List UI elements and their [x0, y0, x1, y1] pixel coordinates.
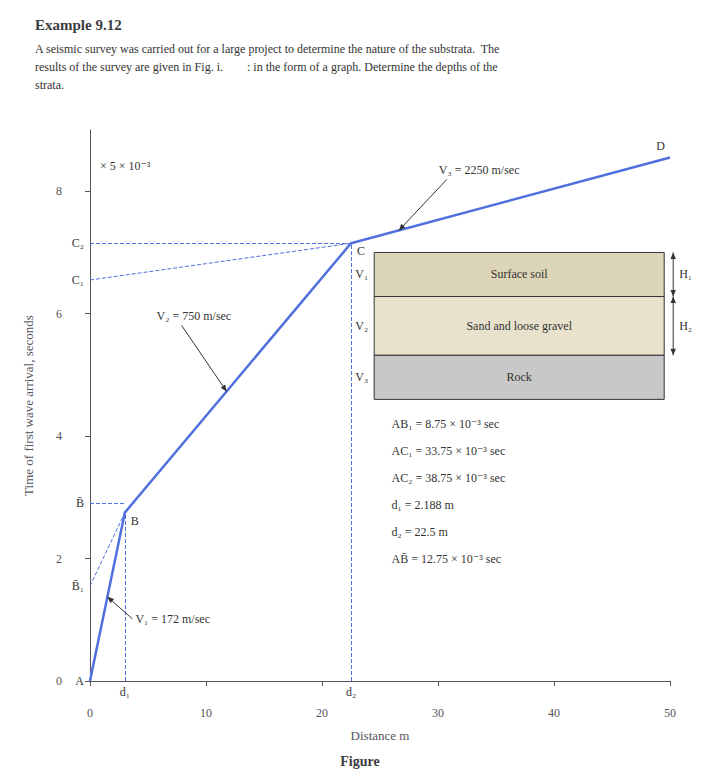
svg-text:d₁ = 2.188 m: d₁ = 2.188 m	[392, 498, 455, 512]
svg-text:AC₂ = 38.75 × 10⁻³ sec: AC₂ = 38.75 × 10⁻³ sec	[392, 471, 506, 485]
svg-text:× 5 × 10⁻³: × 5 × 10⁻³	[100, 159, 151, 173]
svg-text:C₁: C₁	[72, 273, 84, 287]
svg-text:Time of first wave arrival, se: Time of first wave arrival, seconds	[21, 315, 36, 496]
svg-text:Rock: Rock	[507, 370, 532, 384]
svg-text:d₁: d₁	[120, 685, 130, 699]
svg-text:V₁ = 172 m/sec: V₁ = 172 m/sec	[135, 612, 210, 626]
svg-text:V₁: V₁	[355, 267, 368, 281]
svg-text:B: B	[131, 514, 139, 528]
svg-text:50: 50	[664, 706, 676, 720]
svg-text:V₂ = 750 m/sec: V₂ = 750 m/sec	[157, 309, 232, 323]
svg-text:10: 10	[200, 706, 212, 720]
svg-text:strata.: strata.	[35, 78, 64, 92]
svg-text:V₃: V₃	[355, 370, 368, 384]
svg-text:C: C	[357, 244, 365, 258]
svg-text:B̄₁: B̄₁	[72, 579, 84, 593]
svg-text:d₂ = 22.5 m: d₂ = 22.5 m	[392, 525, 449, 539]
svg-text:2: 2	[56, 552, 62, 566]
svg-text:V₂: V₂	[355, 319, 368, 333]
svg-text:0: 0	[87, 706, 93, 720]
svg-text:d₂: d₂	[346, 685, 356, 699]
svg-text:Surface soil: Surface soil	[491, 267, 549, 281]
svg-text:C₂: C₂	[72, 236, 84, 250]
svg-text:results of the survey are give: results of the survey are given in Fig. …	[35, 60, 498, 74]
svg-text:Distance m: Distance m	[351, 728, 410, 743]
svg-text:Figure: Figure	[340, 754, 379, 769]
svg-text:8: 8	[56, 184, 62, 198]
svg-text:40: 40	[548, 706, 560, 720]
svg-text:0: 0	[56, 674, 62, 688]
svg-text:4: 4	[56, 429, 62, 443]
svg-text:AB̄ = 12.75 × 10⁻³ sec: AB̄ = 12.75 × 10⁻³ sec	[392, 552, 501, 566]
svg-text:V₃ = 2250 m/sec: V₃ = 2250 m/sec	[439, 163, 520, 177]
svg-text:A seismic survey was carried o: A seismic survey was carried out for a l…	[35, 42, 499, 56]
svg-text:Example 9.12: Example 9.12	[35, 17, 122, 33]
svg-text:H₂: H₂	[679, 319, 692, 333]
svg-text:B̄: B̄	[76, 496, 84, 510]
svg-text:AB₁ = 8.75 × 10⁻³ sec: AB₁ = 8.75 × 10⁻³ sec	[392, 417, 500, 431]
svg-text:A: A	[75, 674, 84, 688]
svg-text:D: D	[656, 139, 665, 153]
svg-text:AC₁ = 33.75 × 10⁻³ sec: AC₁ = 33.75 × 10⁻³ sec	[392, 444, 506, 458]
svg-text:20: 20	[316, 706, 328, 720]
svg-text:H₁: H₁	[679, 267, 692, 281]
svg-text:Sand and loose gravel: Sand and loose gravel	[466, 319, 572, 333]
svg-text:30: 30	[432, 706, 444, 720]
svg-text:6: 6	[56, 307, 62, 321]
